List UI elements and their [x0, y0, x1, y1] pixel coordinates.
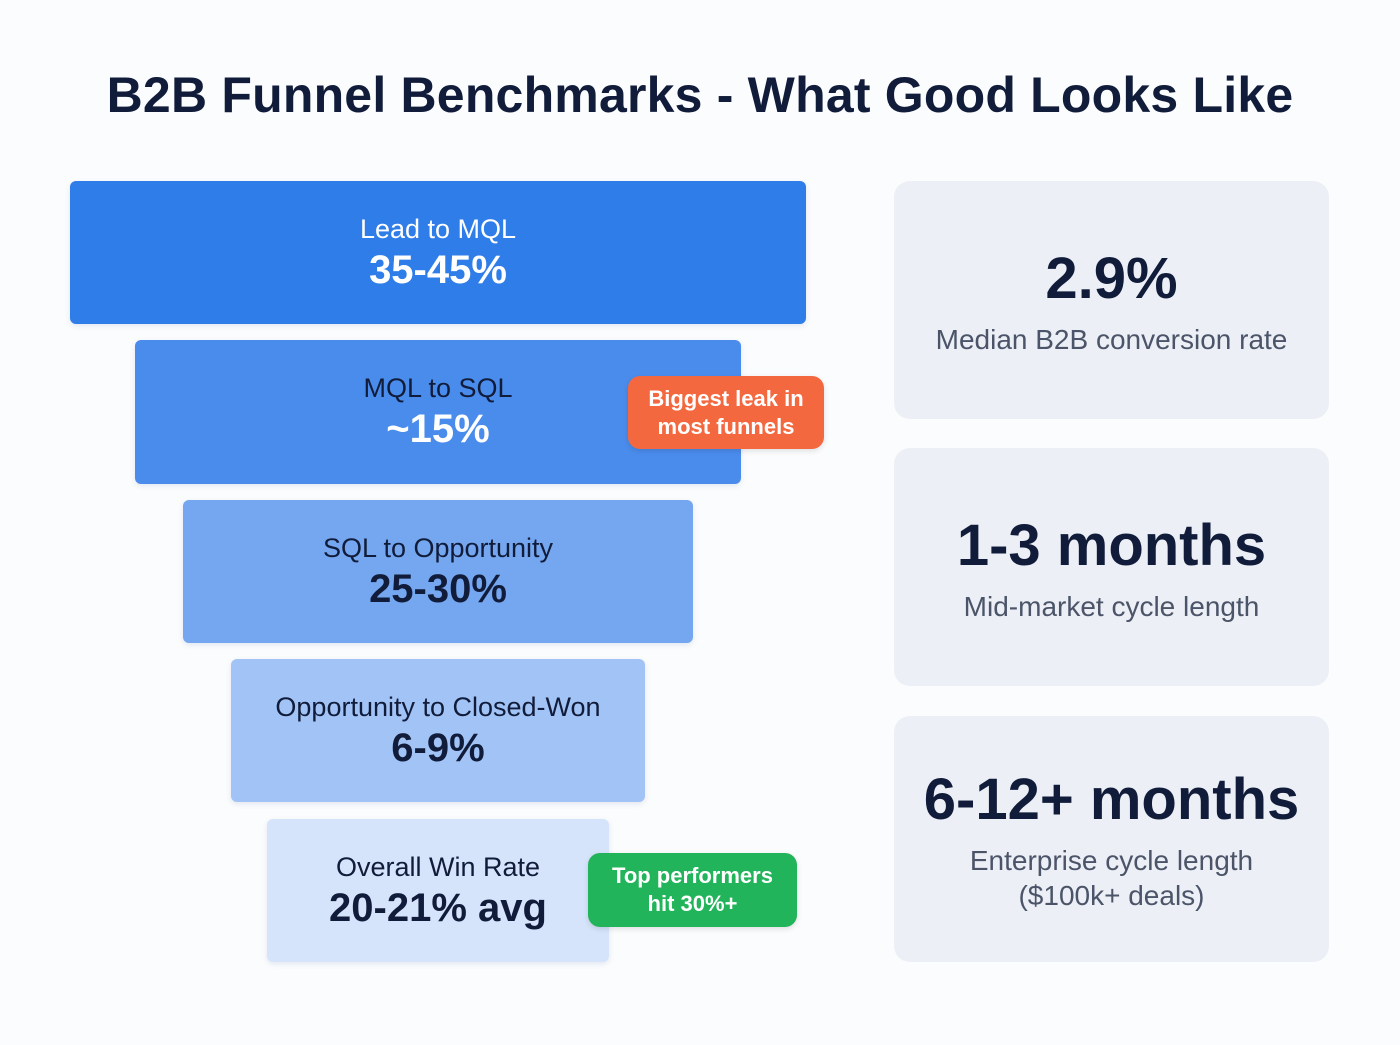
stage-label: Lead to MQL [359, 213, 517, 244]
stat-value: 1-3 months [956, 512, 1267, 578]
stage-value: 25-30% [369, 566, 507, 611]
stage-value: 35-45% [369, 247, 507, 292]
badge-line-1: Top performers [612, 863, 773, 888]
funnel-stage-opportunity-to-closed-won: Opportunity to Closed-Won 6-9% [231, 659, 645, 802]
stage-value: 6-9% [391, 725, 485, 770]
stat-value: 6-12+ months [923, 767, 1300, 832]
funnel-stage-overall-win-rate: Overall Win Rate 20-21% avg [267, 819, 609, 962]
page-title: B2B Funnel Benchmarks - What Good Looks … [106, 67, 1294, 123]
stat-card-mid-market-cycle: 1-3 months Mid-market cycle length [894, 448, 1329, 686]
stat-caption-2: ($100k+ deals) [1018, 880, 1205, 911]
biggest-leak-badge: Biggest leak in most funnels [628, 376, 824, 449]
stage-label: Overall Win Rate [335, 851, 541, 882]
stat-caption: Median B2B conversion rate [935, 323, 1288, 355]
funnel-stage-sql-to-opportunity: SQL to Opportunity 25-30% [183, 500, 693, 643]
badge-line-2: hit 30%+ [647, 891, 738, 916]
badge-line-1: Biggest leak in [648, 385, 804, 411]
stage-label: SQL to Opportunity [322, 532, 554, 563]
stat-card-enterprise-cycle: 6-12+ months Enterprise cycle length ($10… [894, 716, 1329, 962]
stat-caption-wrap: Enterprise cycle length ($100k+ deals) [970, 843, 1253, 913]
stage-label: Opportunity to Closed-Won [275, 691, 601, 722]
stat-value: 2.9% [1045, 245, 1178, 311]
badge-line-2: most funnels [657, 413, 795, 439]
top-performers-badge: Top performers hit 30%+ [588, 853, 797, 927]
stat-caption: Enterprise cycle length [969, 845, 1254, 876]
stage-value: 20-21% avg [329, 885, 547, 930]
stage-label: MQL to SQL [363, 373, 513, 403]
funnel-stage-lead-to-mql: Lead to MQL 35-45% [70, 181, 806, 324]
stat-caption: Mid-market cycle length [963, 590, 1260, 622]
stat-card-median-conversion: 2.9% Median B2B conversion rate [894, 181, 1329, 419]
stage-value: ~15% [386, 407, 490, 451]
